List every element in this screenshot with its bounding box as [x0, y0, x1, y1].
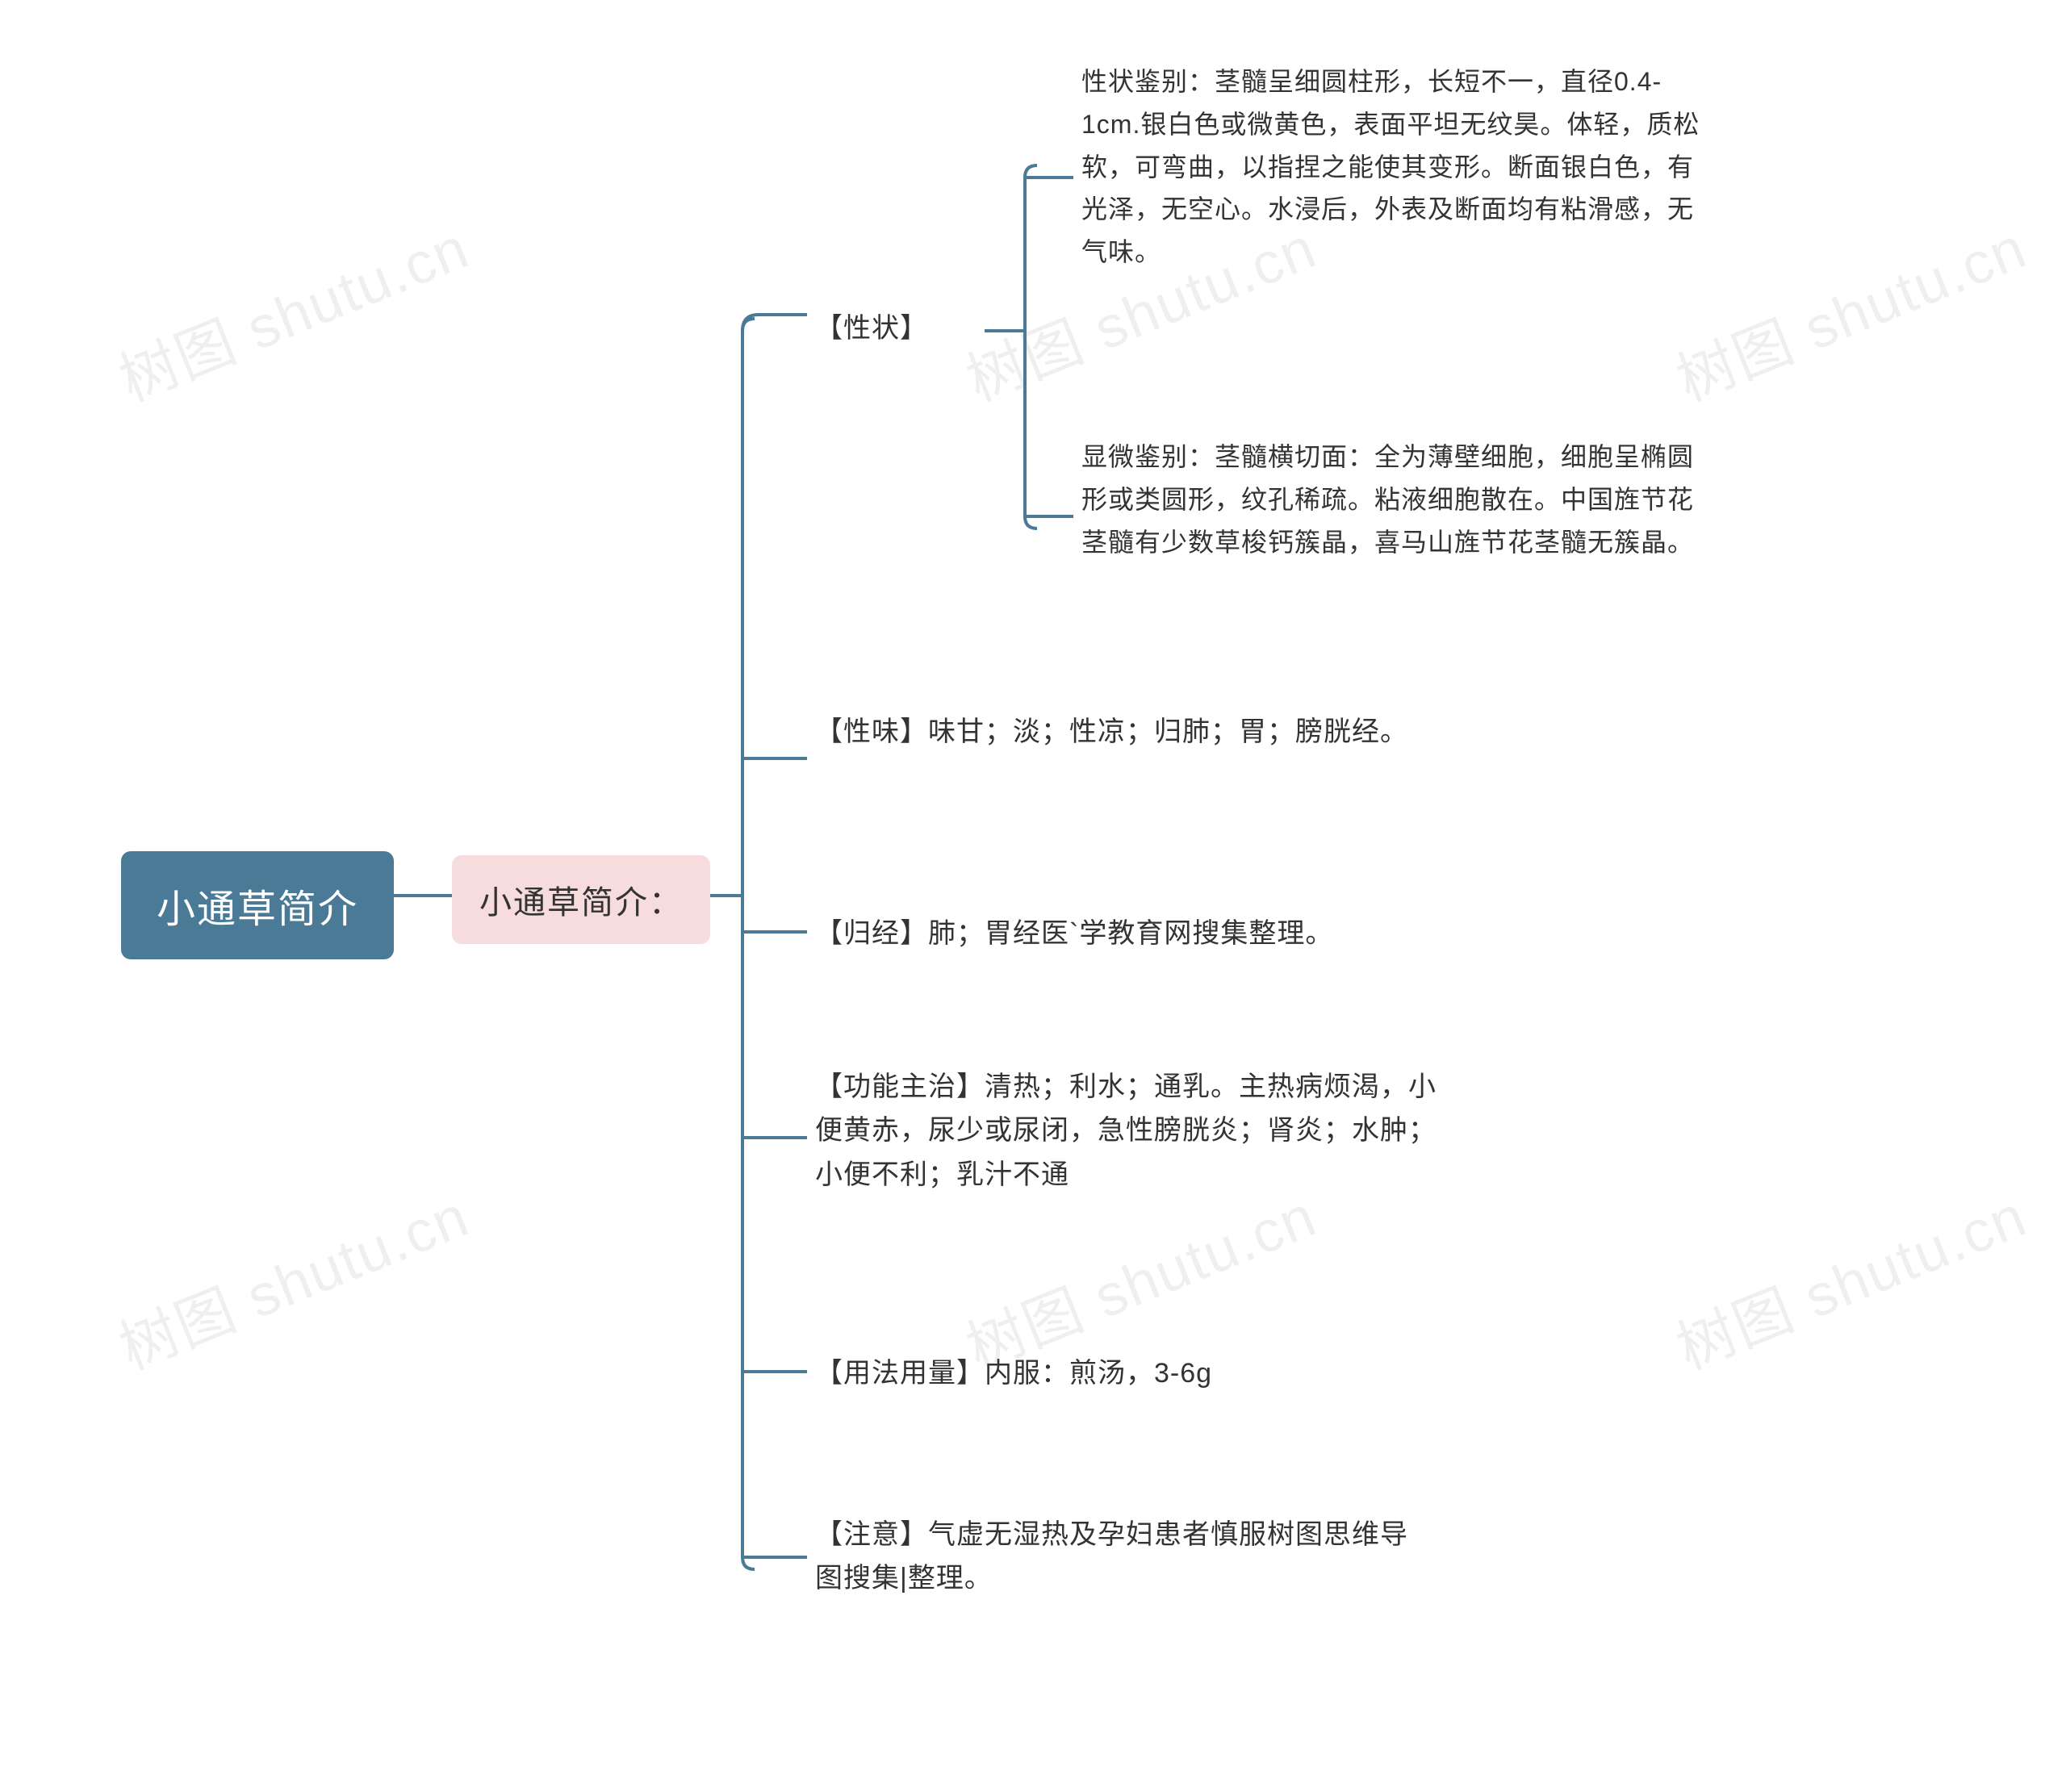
leaf-trait-macroscopic[interactable]: 性状鉴别：茎髓呈细圆柱形，长短不一，直径0.4-1cm.银白色或微黄色，表面平坦… [1081, 61, 1711, 274]
root-node[interactable]: 小通草简介 [121, 851, 394, 959]
branch-note[interactable]: 【注意】气虚无湿热及孕妇患者慎服树图思维导图搜集|整理。 [815, 1513, 1428, 1601]
watermark: 树图 shutu.cn [1662, 1168, 2037, 1385]
branch-taste[interactable]: 【性味】味甘；淡；性凉；归肺；胃；膀胱经。 [815, 710, 1428, 754]
leaf-trait-microscopic[interactable]: 显微鉴别：茎髓横切面：全为薄壁细胞，细胞呈椭圆形或类圆形，纹孔稀疏。粘液细胞散在… [1081, 436, 1711, 563]
mindmap-canvas: 树图 shutu.cn 树图 shutu.cn 树图 shutu.cn 树图 s… [0, 0, 2066, 1792]
watermark: 树图 shutu.cn [1662, 200, 2037, 417]
level2-node[interactable]: 小通草简介： [452, 855, 710, 944]
watermark: 树图 shutu.cn [105, 1168, 479, 1385]
watermark: 树图 shutu.cn [105, 200, 479, 417]
branch-trait[interactable]: 【性状】 [815, 307, 1009, 350]
branch-meridian[interactable]: 【归经】肺；胃经医`学教育网搜集整理。 [815, 912, 1428, 955]
branch-function[interactable]: 【功能主治】清热；利水；通乳。主热病烦渴，小便黄赤，尿少或尿闭，急性膀胱炎；肾炎… [815, 1065, 1437, 1197]
branch-dosage[interactable]: 【用法用量】内服：煎汤，3-6g [815, 1351, 1428, 1395]
